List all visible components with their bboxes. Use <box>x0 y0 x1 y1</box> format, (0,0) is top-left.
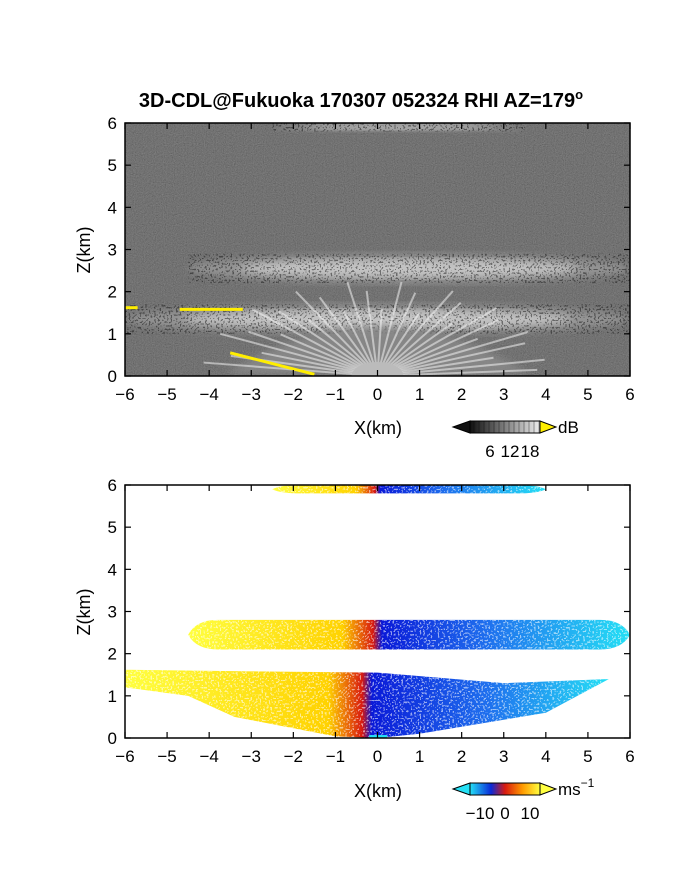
x-tick-label: 4 <box>541 385 550 404</box>
radar-beam <box>377 331 529 376</box>
radar-beam <box>295 290 379 376</box>
colorbar-tick-label: 10 <box>521 804 540 823</box>
colorbar-tick-label: 18 <box>521 442 540 461</box>
reflectivity-colorbar: dB 6 12 18 <box>451 418 579 461</box>
x-tick-label: −2 <box>284 385 303 404</box>
radar-origin-glow <box>351 362 404 376</box>
colorbar-tick-label: −10 <box>466 804 495 823</box>
x-tick-label: −4 <box>199 385 218 404</box>
reflectivity-xlabel: X(km) <box>354 418 402 438</box>
x-tick-label: 2 <box>457 385 466 404</box>
x-tick-label: 4 <box>541 747 550 766</box>
radar-beam <box>377 368 538 376</box>
radar-beam <box>376 281 403 376</box>
y-tick-label: 5 <box>108 156 117 175</box>
y-tick-label: 6 <box>108 476 117 495</box>
overflow-streak <box>229 351 315 376</box>
velocity-colorbar: ms−1 −10 0 10 <box>451 776 595 823</box>
radar-beam <box>377 319 500 376</box>
y-tick-label: 0 <box>108 729 117 748</box>
radar-beam <box>377 342 526 376</box>
velocity-lower-wedge <box>125 669 609 738</box>
x-tick-label: −1 <box>326 747 345 766</box>
figure-title: 3D-CDL@Fukuoka 170307 052324 RHI AZ=179o <box>139 87 583 112</box>
x-tick-label: −4 <box>199 747 218 766</box>
y-tick-label: 3 <box>108 603 117 622</box>
reflectivity-radar-fan <box>125 281 545 376</box>
x-tick-label: 0 <box>373 747 382 766</box>
colorbar-tick-label: 0 <box>500 804 509 823</box>
y-tick-label: 2 <box>108 645 117 664</box>
radar-beam <box>365 290 379 376</box>
radar-beam <box>346 281 379 376</box>
x-tick-label: 6 <box>625 747 634 766</box>
reflectivity-top-cloud <box>272 123 525 132</box>
x-tick-label: 5 <box>583 747 592 766</box>
radar-beam <box>376 301 462 376</box>
x-tick-label: 5 <box>583 385 592 404</box>
radar-beam <box>219 332 378 376</box>
y-tick-label: 5 <box>108 518 117 537</box>
velocity-top-cloud <box>272 485 546 494</box>
radar-beam <box>318 296 379 376</box>
x-tick-label: −3 <box>242 385 261 404</box>
x-tick-label: −2 <box>284 747 303 766</box>
x-tick-label: 2 <box>457 747 466 766</box>
x-tick-label: −5 <box>157 747 176 766</box>
velocity-ylabel: Z(km) <box>74 589 94 636</box>
x-tick-label: 3 <box>499 747 508 766</box>
y-tick-label: 1 <box>108 325 117 344</box>
y-tick-label: 6 <box>108 114 117 133</box>
x-tick-label: −3 <box>242 747 261 766</box>
y-tick-label: 0 <box>108 367 117 386</box>
x-tick-label: 0 <box>373 385 382 404</box>
velocity-colorbar-unit: ms−1 <box>558 776 595 799</box>
x-tick-label: −1 <box>326 385 345 404</box>
reflectivity-colorbar-unit: dB <box>558 418 579 437</box>
x-tick-label: 1 <box>415 385 424 404</box>
radar-beam <box>377 307 497 376</box>
velocity-xlabel: X(km) <box>354 781 402 801</box>
radar-beam <box>251 308 378 376</box>
colorbar-tick-label: 6 <box>485 442 494 461</box>
x-tick-label: 3 <box>499 385 508 404</box>
x-tick-label: 1 <box>415 747 424 766</box>
reflectivity-field <box>125 123 630 376</box>
velocity-mid-cloud <box>188 619 630 650</box>
x-tick-label: 6 <box>625 385 634 404</box>
x-tick-label: −6 <box>115 385 134 404</box>
y-tick-label: 4 <box>108 198 117 217</box>
y-tick-label: 1 <box>108 687 117 706</box>
velocity-field <box>125 485 630 738</box>
y-tick-label: 2 <box>108 283 117 302</box>
y-tick-label: 4 <box>108 560 117 579</box>
radar-beam <box>377 358 545 376</box>
reflectivity-ylabel: Z(km) <box>74 227 94 274</box>
colorbar-tick-label: 12 <box>501 442 520 461</box>
radar-beam <box>376 290 454 376</box>
radar-beam <box>376 292 417 376</box>
reflectivity-mid-cloud <box>188 253 630 284</box>
x-tick-label: −5 <box>157 385 176 404</box>
x-tick-label: −6 <box>115 747 134 766</box>
y-tick-label: 3 <box>108 241 117 260</box>
